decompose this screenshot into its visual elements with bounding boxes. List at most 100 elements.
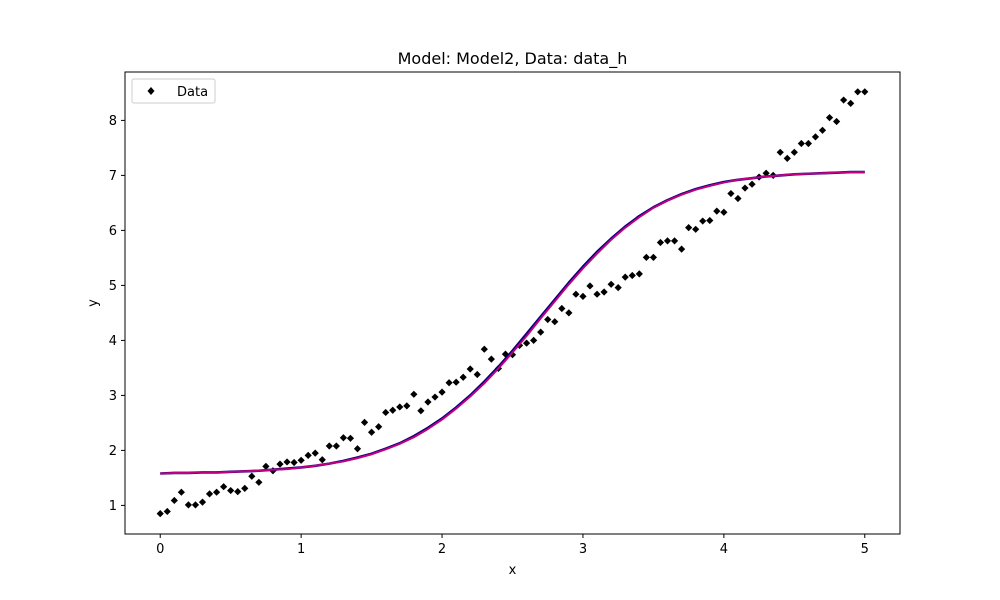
- x-tick-label: 2: [438, 542, 446, 557]
- data-point: [692, 225, 700, 233]
- data-point: [670, 237, 679, 245]
- data-point: [184, 501, 193, 509]
- data-point: [656, 238, 665, 247]
- data-point: [530, 336, 538, 344]
- data-point: [389, 406, 397, 414]
- data-point: [649, 253, 658, 261]
- y-tick-label: 2: [109, 444, 117, 459]
- data-point: [304, 451, 312, 459]
- data-point: [642, 253, 650, 261]
- fit-line-2: [160, 171, 865, 475]
- plot-area: [156, 88, 869, 518]
- data-point: [558, 304, 566, 313]
- data-point: [339, 434, 348, 442]
- data-point: [234, 488, 242, 496]
- data-point: [572, 290, 580, 298]
- data-point: [417, 407, 425, 415]
- data-point: [635, 270, 643, 278]
- data-point: [205, 490, 214, 498]
- data-point: [403, 402, 411, 410]
- legend-marker-diamond-icon: [147, 87, 155, 95]
- data-point: [677, 245, 686, 253]
- data-point: [424, 398, 432, 406]
- data-point: [825, 114, 834, 122]
- data-point: [861, 88, 869, 96]
- data-point: [248, 472, 256, 480]
- data-point: [227, 486, 235, 495]
- data-point: [818, 126, 827, 134]
- x-tick-label: 4: [720, 542, 728, 557]
- y-tick-label: 7: [109, 169, 117, 184]
- data-point: [600, 288, 608, 296]
- data-point: [410, 390, 418, 398]
- y-tick-label: 8: [109, 114, 117, 129]
- data-point: [156, 510, 164, 518]
- chart-title: Model: Model2, Data: data_h: [398, 49, 628, 69]
- data-point: [198, 498, 207, 506]
- data-point: [396, 403, 404, 411]
- data-point: [163, 507, 171, 516]
- data-point: [297, 456, 305, 464]
- data-point: [191, 501, 200, 509]
- data-point: [847, 99, 855, 107]
- y-axis-label: y: [86, 299, 101, 307]
- data-point: [762, 169, 770, 177]
- data-point: [544, 315, 552, 324]
- data-point: [522, 339, 531, 347]
- data-point: [220, 483, 228, 491]
- data-point: [375, 423, 383, 431]
- y-tick-label: 5: [109, 279, 117, 294]
- legend-label-data: Data: [177, 85, 208, 100]
- data-point: [565, 309, 573, 317]
- data-point: [663, 237, 672, 245]
- data-point: [283, 458, 291, 466]
- data-point: [551, 318, 559, 326]
- x-tick-label: 5: [861, 542, 869, 557]
- data-point: [614, 284, 622, 292]
- data-point: [438, 388, 446, 396]
- data-point: [353, 445, 362, 453]
- data-point: [840, 96, 848, 104]
- x-tick-label: 3: [579, 542, 587, 557]
- y-tick-label: 1: [109, 499, 117, 514]
- data-point: [382, 408, 390, 417]
- data-point: [586, 282, 594, 290]
- data-point: [466, 365, 474, 373]
- axes: 0 1 2 3 4 5 1 2 3 4 5 6 7 8: [109, 71, 901, 557]
- data-point: [727, 189, 735, 198]
- data-point: [734, 194, 742, 203]
- data-point: [431, 393, 439, 401]
- data-point: [170, 496, 178, 505]
- data-point: [593, 290, 601, 298]
- y-tick-label: 6: [109, 224, 117, 239]
- data-point: [360, 418, 369, 426]
- data-point: [685, 224, 693, 232]
- data-point: [537, 328, 545, 336]
- x-tick-label: 0: [156, 542, 164, 557]
- data-point: [854, 88, 862, 96]
- data-point: [713, 207, 721, 215]
- data-point: [311, 449, 319, 457]
- data-point: [255, 478, 263, 486]
- data-point: [832, 117, 841, 126]
- data-point: [579, 292, 587, 300]
- data-point: [720, 208, 728, 216]
- data-point: [783, 154, 791, 162]
- data-point: [480, 345, 488, 353]
- data-point: [501, 350, 510, 358]
- data-point: [290, 458, 298, 467]
- axes-frame: [124, 71, 901, 535]
- data-point: [804, 139, 813, 148]
- data-point: [445, 379, 453, 387]
- data-point: [706, 216, 714, 225]
- x-tick-label: 1: [297, 542, 305, 557]
- x-axis-label: x: [509, 563, 517, 578]
- data-point: [487, 355, 495, 363]
- y-tick-label: 4: [109, 334, 117, 349]
- data-point: [212, 488, 221, 496]
- data-point: [367, 428, 376, 436]
- data-point: [346, 434, 355, 442]
- data-point: [241, 484, 249, 492]
- data-point: [628, 271, 636, 280]
- data-point: [452, 378, 460, 386]
